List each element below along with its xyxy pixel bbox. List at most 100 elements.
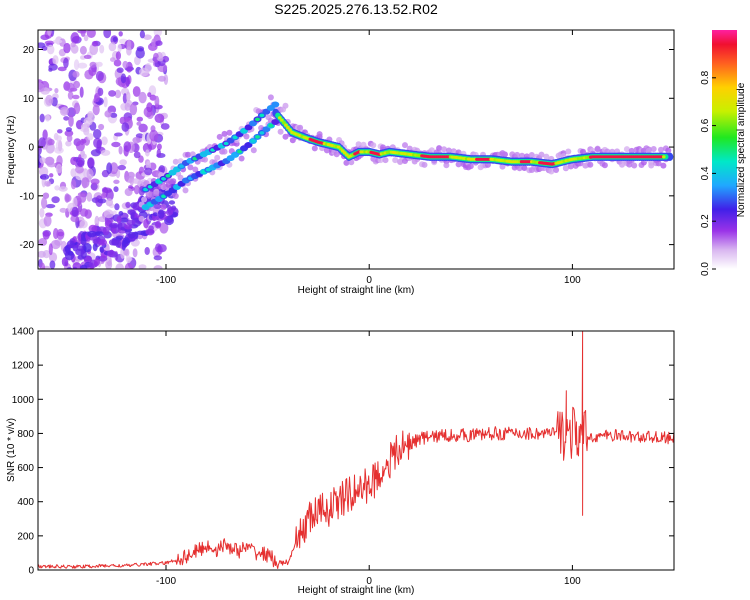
- spectrogram-noise-blob: [119, 217, 129, 223]
- spectrogram-noise-blob: [83, 243, 92, 253]
- spectrogram-noise-blob: [66, 240, 75, 249]
- spectrogram-heatmap: [38, 30, 674, 279]
- spectrogram-noise-blob: [129, 176, 134, 186]
- spectrogram-halo: [650, 146, 657, 152]
- spectrogram-ridge-core: [343, 151, 347, 155]
- spectrogram-noise-blob: [156, 143, 162, 151]
- spectrogram-noise-blob: [89, 61, 97, 68]
- spectrogram-noise-blob: [118, 145, 123, 155]
- spectrogram-halo: [182, 187, 189, 194]
- spectrogram-noise-blob: [94, 215, 100, 227]
- spectrogram-noise-blob: [114, 132, 123, 137]
- spectrogram-noise-blob: [49, 260, 56, 269]
- snr-ytick-label: 800: [17, 429, 34, 440]
- spectrogram-noise-blob: [126, 219, 136, 226]
- spectrogram-ridge-core: [174, 185, 180, 189]
- spectrogram-noise-blob: [43, 215, 52, 227]
- spectrogram-noise-blob: [159, 222, 169, 234]
- spectrogram-noise-blob: [72, 197, 78, 209]
- spectrogram-noise-blob: [70, 215, 79, 223]
- snr-series-line: [38, 331, 674, 569]
- spectrogram-noise-blob: [107, 250, 116, 258]
- spectrogram-halo: [177, 174, 184, 181]
- spectrogram-noise-blob: [75, 140, 85, 152]
- snr-line-group: [38, 331, 674, 569]
- spectrogram-noise-blob: [80, 236, 87, 246]
- spectrogram-noise-blob: [72, 71, 80, 78]
- spectrogram-noise-blob: [116, 215, 122, 224]
- spectrogram-noise-blob: [152, 204, 163, 209]
- spectrogram-noise-blob: [108, 90, 117, 97]
- spectrogram-noise-blob: [73, 59, 80, 71]
- spectrogram-noise-blob: [83, 117, 93, 126]
- spectrogram-noise-blob: [125, 76, 130, 87]
- spectrogram-noise-blob: [142, 142, 152, 153]
- spectrogram-noise-blob: [124, 262, 133, 269]
- colorbar-ticks: 0.0 0.2 0.4 0.6 0.8: [700, 70, 716, 276]
- snr-plot-area: [38, 331, 674, 570]
- spectrogram-noise-blob: [156, 148, 161, 158]
- spectrogram-halo: [519, 152, 525, 159]
- spectrogram-halo: [445, 147, 452, 154]
- spectrogram-noise-blob: [152, 212, 158, 217]
- spectrogram-noise-blob: [48, 63, 58, 71]
- spectrogram-ridge-core: [232, 135, 238, 140]
- spectrogram-noise-blob: [41, 197, 48, 209]
- spectrogram-noise-blob: [54, 185, 60, 191]
- spectrogram-noise-blob: [67, 251, 74, 256]
- spectrogram-noise-blob: [51, 196, 60, 204]
- spectrogram-noise-blob: [45, 114, 51, 122]
- spectrogram-noise-blob: [149, 129, 159, 142]
- spectrogram-noise-blob: [76, 271, 82, 279]
- spectrogram-noise-blob: [155, 40, 163, 46]
- spectrogram-noise-blob: [70, 168, 77, 178]
- spectrogram-halo: [221, 148, 228, 155]
- spectrogram-xlabel: Height of straight line (km): [298, 285, 415, 296]
- snr-ytick-label: 200: [17, 531, 34, 542]
- spectrogram-noise-blob: [79, 45, 87, 55]
- spectrogram-noise-blob: [110, 112, 118, 118]
- spectrogram-noise-blob: [99, 44, 105, 54]
- spectrogram-noise-blob: [115, 235, 124, 240]
- spectrogram-noise-blob: [57, 66, 67, 72]
- spectrogram-noise-blob: [87, 133, 94, 141]
- spectrogram-noise-blob: [79, 220, 88, 229]
- spectrogram-noise-blob: [57, 231, 64, 237]
- spectrogram-noise-blob: [39, 207, 45, 218]
- spectrogram-noise-blob: [89, 43, 99, 56]
- spectrogram-noise-blob: [59, 106, 69, 117]
- spectrogram-halo: [543, 153, 550, 160]
- spectrogram-halo: [548, 168, 555, 175]
- snr-ytick-label: 400: [17, 497, 34, 508]
- spectrogram-halo: [343, 159, 350, 166]
- spectrogram-noise-blob: [38, 250, 46, 258]
- spectrogram-halo: [172, 158, 179, 165]
- spectrogram-noise-blob: [66, 267, 73, 269]
- colorbar-label: Normalized spectral amplitude: [736, 82, 747, 217]
- spectrogram-halo: [153, 190, 160, 197]
- spectrogram-noise-blob: [86, 30, 96, 38]
- spectrogram-halo: [428, 147, 435, 154]
- spectrogram-ridge-core: [255, 135, 260, 139]
- spectrogram-ridge-core: [250, 139, 256, 143]
- spectrogram-noise-blob: [48, 243, 53, 256]
- snr-xtick-label: -100: [156, 576, 176, 587]
- spectrogram-halo: [655, 160, 662, 167]
- spectrogram-noise-blob: [47, 30, 52, 36]
- spectrogram-noise-blob: [56, 155, 63, 167]
- spectrogram-noise-blob: [87, 157, 95, 169]
- spectrogram-noise-blob: [92, 238, 99, 245]
- snr-ytick-label: 1400: [12, 327, 35, 338]
- spectrogram-noise-blob: [49, 173, 54, 178]
- spectrogram-noise-blob: [120, 73, 127, 84]
- spectrogram-ridge-blob: [271, 101, 280, 108]
- spectrogram-noise-blob: [144, 247, 150, 255]
- spectrogram-halo: [382, 157, 389, 164]
- spectrogram-noise-blob: [135, 47, 145, 59]
- spectrogram-noise-blob: [61, 257, 68, 267]
- spectrogram-noise-blob: [66, 134, 73, 142]
- spectrogram-noise-blob: [124, 187, 133, 197]
- spectrogram-halo: [243, 133, 250, 140]
- spectrogram-noise-blob: [58, 186, 68, 192]
